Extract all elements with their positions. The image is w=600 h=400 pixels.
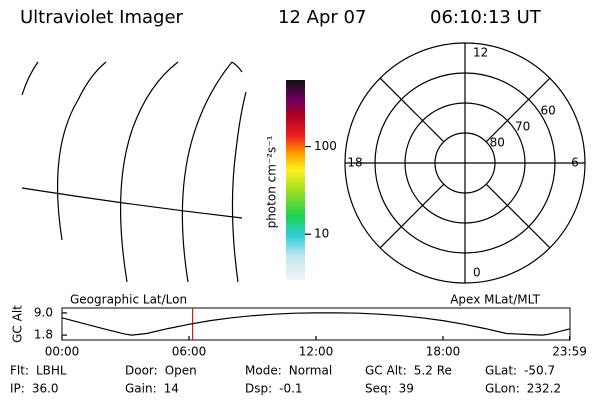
- info-label: Dsp:: [245, 382, 272, 396]
- info-value: -0.1: [279, 382, 302, 396]
- mlt-label: 12: [473, 46, 488, 60]
- info-label: Seq:: [365, 382, 392, 396]
- info-label: GLon:: [485, 382, 520, 396]
- info-value: Open: [165, 364, 197, 378]
- x-tick-label: 18:00: [426, 345, 461, 359]
- y-axis-label: GC Alt: [11, 305, 25, 343]
- info-label: GLat:: [485, 364, 517, 378]
- lat-ring-label: 60: [540, 104, 555, 118]
- mlt-label: 6: [571, 156, 579, 170]
- info-label: IP:: [10, 382, 25, 396]
- mlt-label: 18: [347, 156, 362, 170]
- polar-diagonal: [379, 183, 445, 249]
- y-tick-label: 1.8: [34, 328, 53, 342]
- lat-ring: [434, 132, 496, 194]
- info-label: Door:: [125, 364, 158, 378]
- plot-title-right: Apex MLat/MLT: [450, 293, 540, 307]
- info-value: 39: [399, 382, 414, 396]
- info-value: 36.0: [32, 382, 59, 396]
- colorbar: [286, 80, 305, 280]
- info-label: Gain:: [125, 382, 157, 396]
- lat-ring-label: 80: [490, 135, 505, 149]
- info-label: GC Alt:: [365, 364, 407, 378]
- title: Ultraviolet Imager: [20, 7, 184, 28]
- time: 06:10:13 UT: [430, 7, 542, 28]
- info-value: 14: [164, 382, 179, 396]
- polar-diagonal: [379, 77, 445, 143]
- info-value: 5.2 Re: [414, 364, 452, 378]
- polar-diagonal: [485, 77, 551, 143]
- info-value: LBHL: [36, 364, 67, 378]
- info-label: Flt:: [10, 364, 29, 378]
- altitude-curve: [61, 312, 570, 336]
- x-tick-label: 23:59: [552, 345, 587, 359]
- info-label: Mode:: [245, 364, 282, 378]
- info-value: Normal: [289, 364, 332, 378]
- plot-title-left: Geographic Lat/Lon: [70, 293, 187, 307]
- y-tick-label: 9.0: [34, 305, 53, 319]
- lat-ring-label: 70: [515, 119, 530, 133]
- x-tick-label: 06:00: [172, 345, 207, 359]
- mlt-label: 0: [473, 266, 481, 280]
- polar-diagonal: [485, 183, 551, 249]
- colorbar-label: photon cm⁻²s⁻¹: [265, 135, 279, 228]
- lat-ring: [404, 102, 526, 224]
- info-value: -50.7: [524, 364, 555, 378]
- x-tick-label: 12:00: [299, 345, 334, 359]
- geo-grid: [21, 61, 247, 283]
- date: 12 Apr 07: [278, 7, 366, 28]
- info-value: 232.2: [527, 382, 561, 396]
- x-tick-label: 00:00: [45, 345, 80, 359]
- colorbar-tick-label: 100: [314, 139, 337, 153]
- colorbar-tick-label: 10: [314, 227, 329, 241]
- lat-ring: [374, 72, 556, 254]
